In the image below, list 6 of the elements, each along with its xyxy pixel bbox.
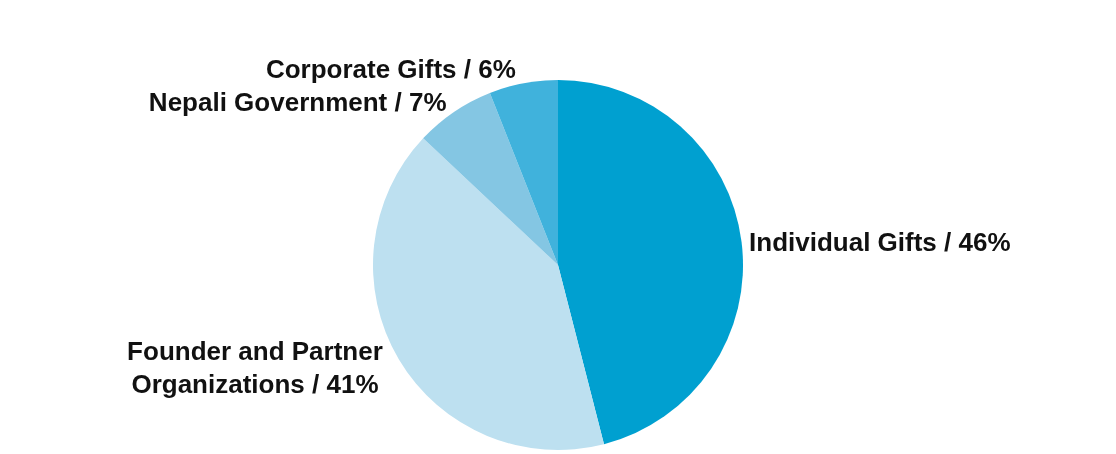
slice-label: Nepali Government / 7% — [148, 86, 447, 117]
pie-slice — [558, 80, 743, 445]
pie-slice — [489, 80, 558, 265]
slice-label: Individual Gifts / 46% — [749, 226, 1011, 257]
slice-label: Corporate Gifts / 6% — [265, 53, 516, 84]
slice-label: Founder and Partner Organizations / 41% — [127, 335, 383, 400]
